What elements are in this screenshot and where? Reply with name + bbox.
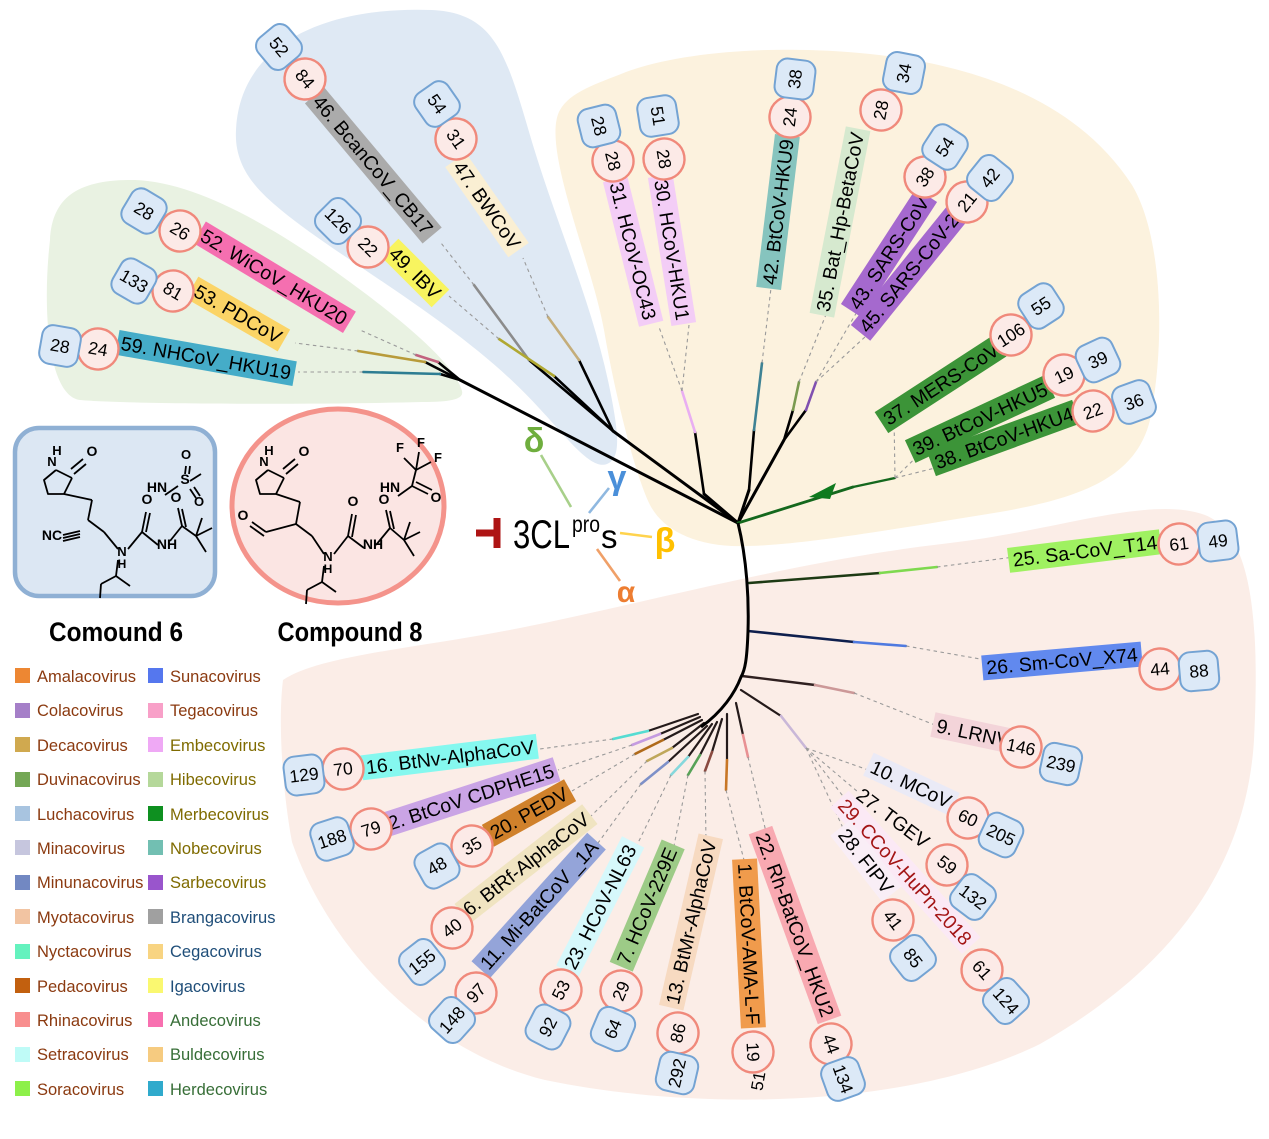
svg-text:O: O <box>142 491 153 507</box>
svg-text:38: 38 <box>784 68 806 90</box>
svg-text:Rhinacovirus: Rhinacovirus <box>37 1012 132 1030</box>
svg-text:S: S <box>180 471 189 487</box>
svg-text:Myotacovirus: Myotacovirus <box>37 909 134 927</box>
svg-text:51: 51 <box>647 105 670 127</box>
svg-text:Nobecovirus: Nobecovirus <box>170 840 262 858</box>
svg-text:28: 28 <box>601 149 625 173</box>
svg-text:Herdecovirus: Herdecovirus <box>170 1081 267 1099</box>
svg-text:24: 24 <box>779 106 801 128</box>
svg-text:24: 24 <box>87 337 110 360</box>
svg-text:O: O <box>348 493 359 509</box>
svg-text:Igacovirus: Igacovirus <box>170 978 245 996</box>
svg-text:HN: HN <box>147 479 167 495</box>
svg-text:Setracovirus: Setracovirus <box>37 1046 129 1064</box>
svg-text:N: N <box>117 544 126 559</box>
svg-text:Duvinacovirus: Duvinacovirus <box>37 771 141 789</box>
svg-text:Sunacovirus: Sunacovirus <box>170 668 261 686</box>
svg-text:19: 19 <box>743 1042 764 1062</box>
svg-text:Pedacovirus: Pedacovirus <box>37 978 128 996</box>
svg-text:HN: HN <box>380 479 400 495</box>
svg-text:H: H <box>52 443 61 458</box>
svg-text:88: 88 <box>1188 660 1209 682</box>
svg-text:N: N <box>259 454 268 469</box>
svg-text:129: 129 <box>288 763 319 786</box>
svg-text:Hibecovirus: Hibecovirus <box>170 771 256 789</box>
svg-text:s: s <box>601 518 618 555</box>
svg-text:O: O <box>238 507 249 523</box>
svg-text:Embecovirus: Embecovirus <box>170 737 265 755</box>
svg-text:F: F <box>396 440 404 455</box>
svg-text:61: 61 <box>1168 533 1190 555</box>
svg-text:3CL: 3CL <box>513 513 570 557</box>
svg-text:H: H <box>324 562 333 576</box>
svg-text:28: 28 <box>49 334 72 357</box>
svg-text:Tegacovirus: Tegacovirus <box>170 702 258 720</box>
svg-text:Colacovirus: Colacovirus <box>37 702 123 720</box>
svg-text:O: O <box>171 489 182 505</box>
svg-text:O: O <box>194 494 204 509</box>
svg-text:N: N <box>323 549 332 564</box>
svg-text:28: 28 <box>587 114 611 138</box>
svg-text:O: O <box>181 447 191 462</box>
svg-text:70: 70 <box>332 758 354 780</box>
svg-text:51: 51 <box>747 1070 769 1092</box>
svg-text:pro: pro <box>572 511 600 537</box>
svg-text:44: 44 <box>1149 658 1170 680</box>
svg-text:NH: NH <box>157 536 177 552</box>
svg-text:Amalacovirus: Amalacovirus <box>37 668 136 686</box>
svg-text:Brangacovirus: Brangacovirus <box>170 909 275 927</box>
svg-text:Luchacovirus: Luchacovirus <box>37 806 134 824</box>
svg-text:H: H <box>118 557 127 571</box>
svg-text:O: O <box>379 491 390 507</box>
svg-text:Soracovirus: Soracovirus <box>37 1081 124 1099</box>
svg-text:28: 28 <box>869 99 892 122</box>
svg-text:Merbecovirus: Merbecovirus <box>170 806 269 824</box>
svg-text:34: 34 <box>892 61 915 84</box>
svg-text:β: β <box>655 522 676 560</box>
svg-text:86: 86 <box>666 1021 690 1044</box>
svg-text:N: N <box>47 454 56 469</box>
svg-text:H: H <box>264 443 273 458</box>
svg-text:F: F <box>417 435 425 450</box>
svg-text:Compound 8: Compound 8 <box>278 617 423 647</box>
svg-text:O: O <box>299 443 310 459</box>
svg-text:NH: NH <box>363 536 383 552</box>
svg-text:NC: NC <box>42 527 62 543</box>
svg-text:F: F <box>434 450 442 465</box>
svg-text:O: O <box>87 443 98 459</box>
svg-text:Cegacovirus: Cegacovirus <box>170 943 262 961</box>
svg-text:O: O <box>431 489 442 505</box>
svg-text:γ: γ <box>608 459 627 497</box>
svg-text:Buldecovirus: Buldecovirus <box>170 1046 264 1064</box>
svg-text:Nyctacovirus: Nyctacovirus <box>37 943 131 961</box>
svg-text:Sarbecovirus: Sarbecovirus <box>170 874 266 892</box>
svg-text:Andecovirus: Andecovirus <box>170 1012 261 1030</box>
svg-text:Minunacovirus: Minunacovirus <box>37 874 143 892</box>
svg-text:α: α <box>617 576 636 609</box>
svg-text:Minacovirus: Minacovirus <box>37 840 125 858</box>
svg-text:δ: δ <box>524 422 545 460</box>
svg-text:28: 28 <box>653 148 676 170</box>
svg-text:Comound 6: Comound 6 <box>49 617 183 647</box>
svg-text:Decacovirus: Decacovirus <box>37 737 128 755</box>
svg-text:49: 49 <box>1207 530 1229 552</box>
